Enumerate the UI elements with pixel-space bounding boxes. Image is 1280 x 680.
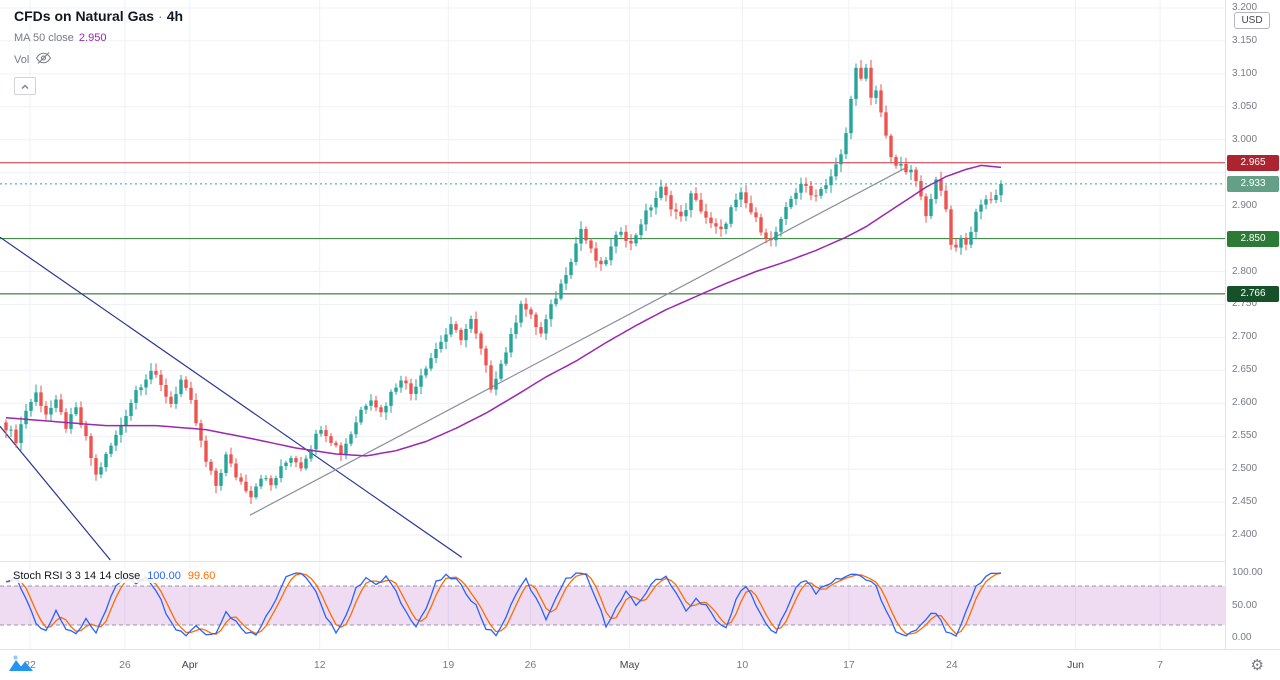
vol-indicator-row: Vol — [14, 51, 183, 68]
currency-badge[interactable]: USD — [1234, 12, 1270, 29]
price-tick-label: 3.050 — [1232, 100, 1258, 112]
price-tick-label: 2.700 — [1232, 331, 1258, 343]
time-tick-label: 7 — [1157, 659, 1163, 671]
stoch-rsi-legend: Stoch RSI 3 3 14 14 close 100.00 99.60 — [10, 569, 219, 583]
price-level-badge: 2.965 — [1227, 154, 1279, 171]
price-tick-label: 2.400 — [1232, 529, 1258, 540]
ma-indicator-label[interactable]: MA 50 close — [14, 32, 74, 44]
price-tick-label: 2.750 — [1232, 298, 1258, 310]
stoch-rsi-label[interactable]: Stoch RSI 3 3 14 14 close — [13, 570, 141, 582]
symbol-title[interactable]: CFDs on Natural Gas — [14, 8, 155, 24]
price-tick-label: 3.000 — [1232, 133, 1258, 145]
time-tick-label: 19 — [442, 659, 455, 671]
time-tick-label: 22 — [24, 659, 36, 671]
current-price-badge: 2.933 — [1227, 175, 1279, 192]
stoch-tick-label: 0.00 — [1232, 632, 1252, 643]
time-tick-label: Jun — [1067, 659, 1085, 671]
time-tick-label: 17 — [843, 659, 855, 671]
price-tick-label: 2.550 — [1232, 430, 1258, 442]
price-tick-label: 3.200 — [1232, 2, 1258, 13]
stoch-tick-label: 100.00 — [1232, 567, 1263, 578]
chevron-up-icon — [20, 79, 30, 94]
stoch-k-value: 100.00 — [147, 570, 181, 582]
ma-indicator-row: MA 50 close 2.950 — [14, 32, 183, 44]
title-separator: · — [158, 8, 163, 24]
stoch-tick-label: 50.00 — [1232, 599, 1258, 611]
time-tick-label: Apr — [181, 659, 199, 671]
price-tick-label: 2.800 — [1232, 265, 1258, 277]
time-axis[interactable]: ⚙ 22 26 Apr 12 19 26 May 10 17 24 Jun 7 — [0, 649, 1280, 680]
time-tick-label: 24 — [945, 659, 958, 671]
watermark-logo-icon[interactable] — [8, 654, 34, 679]
ma-value: 2.950 — [78, 32, 107, 44]
stoch-d-value: 99.60 — [187, 570, 216, 582]
price-tick-label: 2.600 — [1232, 397, 1258, 409]
settings-gear-icon[interactable]: ⚙ — [1250, 657, 1264, 674]
chart-canvas[interactable] — [0, 0, 1280, 649]
price-tick-label: 2.450 — [1232, 496, 1258, 508]
time-tick-label: 26 — [524, 659, 537, 671]
price-tick-label: 2.650 — [1232, 364, 1258, 376]
chart-legend: CFDs on Natural Gas · 4h MA 50 close 2.950 … — [14, 8, 183, 95]
price-tick-label: 2.500 — [1232, 463, 1258, 475]
price-tick-label: 3.150 — [1232, 34, 1258, 46]
price-axis[interactable]: USD 3.200 3.150 3.100 3.050 3.000 2.900 2.800 2… — [1226, 0, 1280, 649]
vol-indicator-label[interactable]: Vol — [14, 53, 30, 66]
price-level-badge: 2.766 — [1227, 285, 1279, 302]
time-tick-label: 26 — [119, 659, 131, 671]
price-level-badge: 2.850 — [1227, 230, 1279, 247]
collapse-panel-button[interactable] — [14, 77, 36, 95]
price-tick-label: 3.100 — [1232, 67, 1258, 79]
time-tick-label: 10 — [736, 659, 749, 671]
eye-hidden-icon[interactable] — [35, 51, 52, 68]
interval-label[interactable]: 4h — [166, 8, 184, 24]
title-row: CFDs on Natural Gas · 4h — [14, 8, 183, 24]
price-tick-label: 2.900 — [1232, 199, 1258, 211]
time-tick-label: 12 — [313, 659, 326, 671]
time-tick-label: May — [619, 659, 640, 671]
